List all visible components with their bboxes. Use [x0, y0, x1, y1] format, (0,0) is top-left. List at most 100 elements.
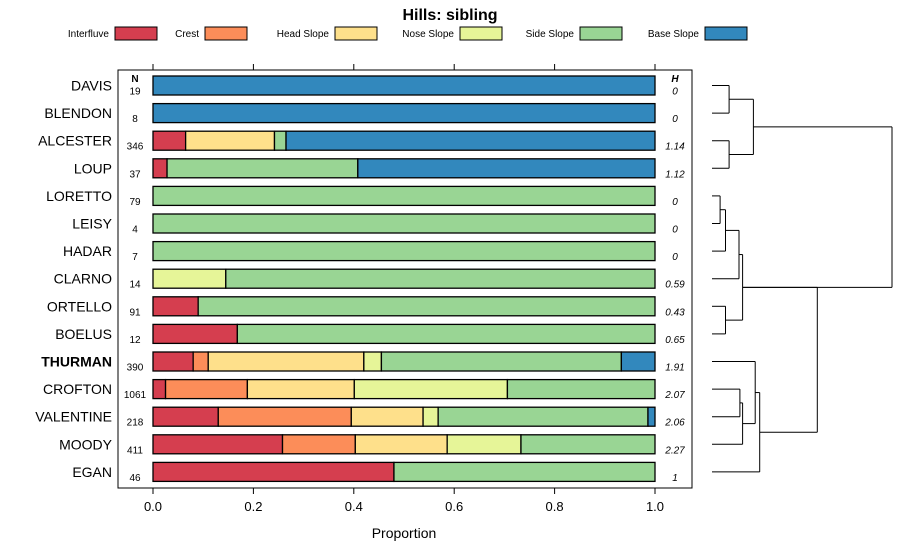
bar-segment-interfluve	[152, 406, 219, 427]
row-label: CLARNO	[54, 271, 112, 287]
h-value: 0	[672, 114, 678, 125]
bar-segment-side-slope	[273, 130, 287, 151]
n-value: 8	[132, 114, 138, 125]
bar-segment-nose-slope	[446, 434, 522, 455]
x-tick-label: 0.4	[345, 499, 363, 514]
bar-segment-side-slope	[380, 351, 623, 372]
h-value: 0.65	[665, 335, 685, 346]
h-value: 2.07	[664, 390, 685, 401]
bar-segment-head-slope	[354, 434, 448, 455]
x-tick-label: 1.0	[646, 499, 664, 514]
bar-segment-side-slope	[520, 434, 656, 455]
bar-segment-interfluve	[152, 323, 238, 345]
legend-label: Head Slope	[277, 29, 330, 40]
bar-segment-side-slope	[152, 185, 656, 207]
bar-segment-nose-slope	[422, 406, 439, 427]
bar-segment-crest	[217, 406, 352, 427]
chart-title: Hills: sibling	[402, 7, 497, 24]
h-value: 0.43	[665, 307, 685, 318]
bar-segment-crest	[164, 378, 249, 400]
panel-border	[117, 69, 693, 489]
bar-segment-crest	[281, 434, 356, 455]
row-label: ORTELLO	[47, 298, 112, 314]
row-label: DAVIS	[71, 78, 112, 94]
row-label: BLENDON	[44, 105, 112, 121]
bar-segment-interfluve	[152, 351, 194, 372]
bar-segment-head-slope	[350, 406, 424, 427]
bar-segment-head-slope	[246, 378, 355, 400]
n-value: 411	[127, 445, 143, 456]
h-column-header: H	[671, 74, 679, 85]
bar-segment-interfluve	[152, 378, 167, 400]
bar-segment-side-slope	[506, 378, 656, 400]
n-value: 4	[132, 225, 138, 236]
h-value: 0.59	[665, 280, 685, 291]
legend: Interfluve Crest Head Slope Nose Slope Side …	[68, 26, 748, 41]
bar-segment-base-slope	[152, 75, 656, 96]
row-label: BOELUS	[55, 326, 112, 342]
bar-segment-nose-slope	[353, 378, 509, 400]
n-value: 7	[132, 252, 138, 263]
bar-segment-base-slope	[285, 130, 656, 151]
n-value: 79	[129, 197, 141, 208]
h-value: 1.12	[665, 169, 685, 180]
bar-segment-head-slope	[184, 130, 276, 151]
n-value: 46	[129, 473, 141, 484]
bar-segment-interfluve	[152, 434, 284, 455]
legend-swatch	[459, 26, 503, 41]
x-tick-label: 0.6	[445, 499, 463, 514]
n-value: 1061	[124, 390, 147, 401]
n-value: 91	[129, 307, 141, 318]
bar-segment-side-slope	[166, 158, 359, 179]
n-value: 14	[129, 280, 141, 291]
row-label: ALCESTER	[38, 133, 112, 149]
bar-segment-interfluve	[152, 461, 395, 483]
x-tick-label: 0.2	[244, 499, 262, 514]
bar-segment-interfluve	[152, 130, 187, 151]
bar-segment-side-slope	[236, 323, 656, 345]
legend-label: Crest	[175, 29, 199, 40]
row-label: VALENTINE	[35, 409, 112, 425]
legend-swatch	[204, 26, 248, 41]
n-value: 218	[127, 418, 144, 429]
legend-label: Base Slope	[648, 29, 700, 40]
bar-segment-base-slope	[152, 102, 656, 124]
legend-label: Side Slope	[526, 29, 575, 40]
bar-segment-head-slope	[207, 351, 365, 372]
row-label: LORETTO	[46, 188, 112, 204]
h-value: 1.91	[665, 363, 684, 374]
h-value: 2.27	[664, 445, 685, 456]
n-value: 12	[129, 335, 141, 346]
bar-segment-interfluve	[152, 158, 168, 179]
n-value: 390	[127, 363, 144, 374]
legend-label: Interfluve	[68, 29, 110, 40]
bar-segment-side-slope	[152, 240, 656, 262]
row-label: EGAN	[72, 464, 112, 480]
row-label: LOUP	[74, 160, 112, 176]
bar-segment-base-slope	[647, 406, 656, 427]
bar-segment-crest	[192, 351, 209, 372]
plot-panel: 0.0 0.2 0.4 0.6 0.8 1.0 N H DAVIS 19 0 BLENDON 8 0 ALC…	[35, 64, 693, 514]
h-value: 1	[672, 473, 678, 484]
h-value: 0	[672, 252, 678, 263]
bar-segment-base-slope	[620, 351, 656, 372]
legend-swatch	[704, 26, 748, 41]
n-value: 346	[127, 142, 144, 153]
legend-swatch	[334, 26, 378, 41]
h-value: 2.06	[664, 418, 685, 429]
dendrogram	[712, 85, 893, 473]
row-label: THURMAN	[41, 354, 112, 370]
legend-label: Nose Slope	[402, 29, 454, 40]
bar-segment-nose-slope	[152, 268, 227, 289]
x-tick-label: 0.0	[144, 499, 162, 514]
bar-segment-nose-slope	[363, 351, 383, 372]
h-value: 1.14	[665, 142, 685, 153]
bar-segment-side-slope	[197, 296, 656, 317]
h-value: 0	[672, 225, 678, 236]
x-tick-label: 0.8	[546, 499, 564, 514]
row-label: CROFTON	[43, 381, 112, 397]
bar-segment-side-slope	[393, 461, 656, 483]
row-label: MOODY	[59, 436, 113, 452]
bar-segment-side-slope	[437, 406, 649, 427]
